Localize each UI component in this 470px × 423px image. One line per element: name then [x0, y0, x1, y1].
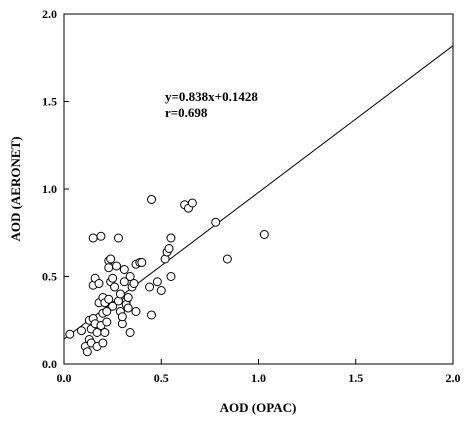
fit-equation: y=0.838x+0.1428	[165, 89, 258, 104]
data-point	[65, 329, 75, 339]
data-point	[108, 273, 118, 283]
data-point	[187, 198, 197, 208]
data-point	[94, 279, 104, 288]
x-axis-title: AOD (OPAC)	[220, 400, 297, 415]
x-tick-label: 0.0	[57, 371, 72, 385]
data-point	[119, 265, 129, 274]
data-point	[152, 277, 162, 287]
data-point	[123, 303, 133, 313]
data-point	[102, 307, 112, 316]
y-tick-label: 1.5	[42, 95, 57, 109]
y-tick-label: 1.0	[42, 182, 57, 196]
data-point	[115, 289, 125, 299]
data-point	[164, 244, 174, 253]
x-tick-label: 2.0	[446, 371, 461, 385]
fit-line-group	[63, 45, 454, 340]
data-point	[145, 282, 155, 292]
data-point	[147, 195, 157, 204]
y-tick-label: 0.0	[42, 357, 57, 371]
axis-ticks: 0.0 0.5 1.0 1.5 2.0 0.0 0.5 1.0 1.5 2.0	[42, 7, 461, 385]
data-point	[98, 338, 108, 348]
x-tick-label: 0.5	[154, 371, 169, 385]
data-point	[125, 272, 135, 281]
data-point	[156, 286, 166, 295]
data-point	[166, 272, 176, 281]
data-point	[104, 263, 114, 273]
data-point	[82, 347, 92, 357]
data-point	[96, 231, 106, 241]
data-point	[166, 233, 176, 243]
y-axis-title: AOD (AERONET)	[8, 136, 23, 241]
data-point	[100, 328, 110, 337]
data-point	[110, 282, 120, 292]
data-points	[65, 195, 269, 357]
correlation-label: r=0.698	[165, 105, 208, 120]
data-point	[112, 261, 122, 271]
y-tick-label: 0.5	[42, 270, 57, 284]
data-point	[137, 258, 147, 267]
data-point	[108, 301, 118, 311]
data-point	[129, 279, 139, 288]
data-point	[125, 328, 135, 337]
x-tick-label: 1.5	[348, 371, 363, 385]
data-point	[222, 254, 232, 264]
data-point	[259, 230, 269, 239]
data-point	[117, 312, 127, 322]
data-point	[102, 317, 112, 327]
data-point	[147, 310, 157, 320]
data-point	[113, 233, 123, 243]
data-point	[123, 293, 133, 302]
data-point	[211, 217, 221, 227]
data-point	[104, 294, 114, 304]
x-tick-label: 1.0	[251, 371, 266, 385]
y-tick-label: 2.0	[42, 7, 57, 21]
data-point	[77, 326, 87, 336]
data-point	[106, 254, 116, 264]
data-point	[119, 277, 129, 287]
data-point	[88, 233, 98, 243]
data-point	[131, 307, 141, 316]
regression-line	[63, 45, 454, 340]
